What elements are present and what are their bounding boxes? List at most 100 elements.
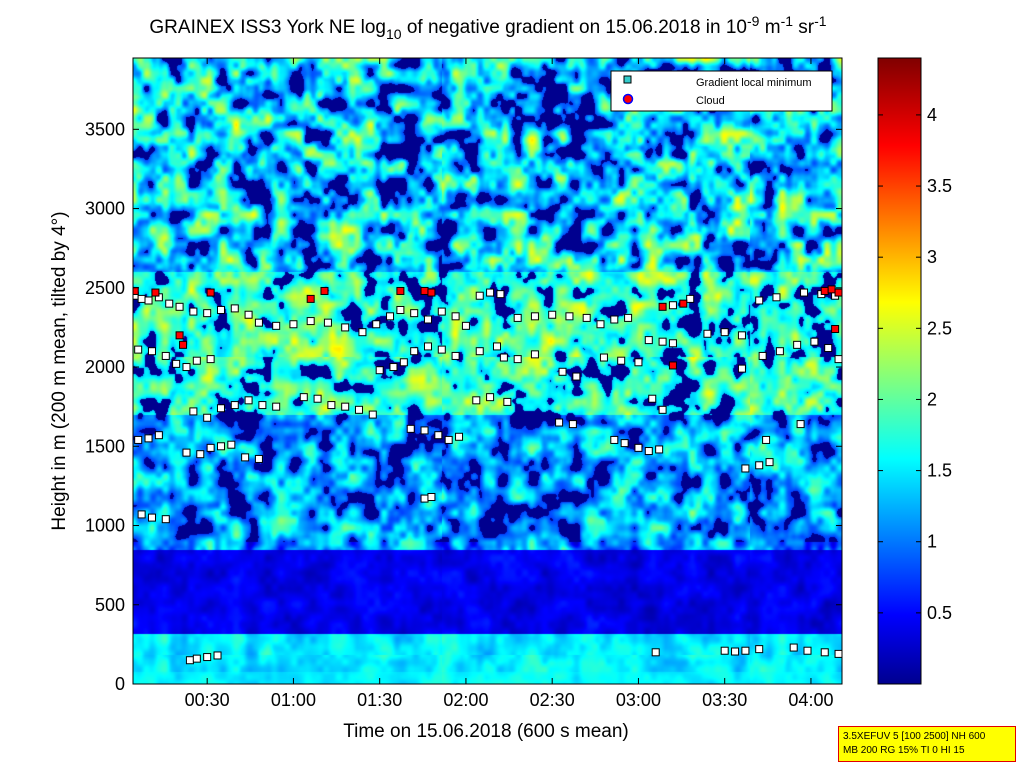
minimum-marker (530, 350, 539, 359)
minimum-marker (165, 299, 174, 308)
minimum-marker (192, 654, 201, 663)
minimum-marker (258, 401, 267, 410)
minimum-marker (624, 313, 633, 322)
colorbar-tick-label: 2.5 (927, 318, 952, 338)
minimum-marker (658, 337, 667, 346)
y-tick-label: 2500 (85, 278, 125, 298)
minimum-marker (568, 420, 577, 429)
minimum-marker (444, 435, 453, 444)
y-axis: 0 500 1000 1500 2000 2500 3000 3500 (85, 119, 842, 694)
minimum-marker (737, 331, 746, 340)
minimum-marker (147, 513, 156, 522)
minimum-marker (496, 290, 505, 299)
minimum-marker (341, 402, 350, 411)
minimum-marker (241, 453, 250, 462)
heatmap-field (133, 58, 842, 684)
minimum-marker (289, 320, 298, 329)
cloud-marker (668, 361, 677, 370)
minimum-marker (230, 304, 239, 313)
y-tick-label: 500 (95, 595, 125, 615)
minimum-marker (206, 355, 215, 364)
info-line-2: MB 200 RG 15% TI 0 HI 15 (843, 745, 965, 756)
cloud-marker (658, 302, 667, 311)
minimum-marker (492, 342, 501, 351)
x-tick-label: 03:00 (616, 690, 661, 710)
minimum-marker (206, 443, 215, 452)
minimum-marker (161, 515, 170, 524)
x-axis-label: Time on 15.06.2018 (600 s mean) (343, 721, 629, 742)
y-axis-label: Height in m (200 m mean, tilted by 4°) (49, 211, 70, 530)
minimum-marker (582, 313, 591, 322)
minimum-marker (720, 646, 729, 655)
cloud-marker (179, 340, 188, 349)
minimum-marker (758, 351, 767, 360)
legend-box (610, 70, 833, 112)
minimum-marker (230, 401, 239, 410)
minimum-marker (658, 405, 667, 414)
cloud-marker (820, 286, 829, 295)
minimum-marker (137, 294, 146, 303)
minimum-marker (513, 355, 522, 364)
minimum-marker (354, 405, 363, 414)
y-tick-label: 3000 (85, 199, 125, 219)
minimum-marker (486, 393, 495, 402)
minimum-marker (820, 648, 829, 657)
colorbar-ticks: 0.5 1 1.5 2 2.5 3 3.5 4 (878, 105, 952, 623)
minimum-marker (731, 647, 740, 656)
minimum-marker (144, 296, 153, 305)
minimum-marker (634, 443, 643, 452)
cloud-marker (831, 325, 840, 334)
minimum-marker (406, 424, 415, 433)
minimum-marker (789, 643, 798, 652)
colorbar: 0.5 1 1.5 2 2.5 3 3.5 4 (877, 57, 952, 685)
minimum-marker (172, 359, 181, 368)
x-tick-label: 01:30 (357, 690, 402, 710)
minimum-marker (796, 420, 805, 429)
minimum-marker (213, 651, 222, 660)
minimum-marker (144, 434, 153, 443)
minimum-marker (313, 394, 322, 403)
cloud-marker (834, 288, 842, 297)
minimum-marker (368, 410, 377, 419)
minimum-marker (192, 356, 201, 365)
minimum-marker (427, 492, 436, 501)
minimum-marker (555, 418, 564, 427)
minimum-marker (154, 431, 163, 440)
minimum-marker (793, 340, 802, 349)
minimum-marker (189, 307, 198, 316)
minimum-marker (216, 305, 225, 314)
minimum-marker (741, 464, 750, 473)
minimum-marker (824, 344, 833, 353)
legend-label-cloud: Cloud (696, 95, 725, 107)
y-tick-label: 1000 (85, 516, 125, 536)
minimum-marker (461, 321, 470, 330)
minimum-marker (182, 363, 191, 372)
legend-label-minimum: Gradient local minimum (696, 77, 812, 89)
minimum-marker (396, 305, 405, 314)
minimum-marker (486, 288, 495, 297)
minimum-marker (810, 337, 819, 346)
plot-frame (132, 57, 843, 685)
minimum-marker (451, 351, 460, 360)
cloud-marker (206, 288, 215, 297)
minimum-marker (737, 364, 746, 373)
minimum-marker (565, 312, 574, 321)
minimum-marker (620, 439, 629, 448)
minimum-marker (668, 301, 677, 310)
legend-marker-cloud (622, 93, 634, 105)
minimum-marker (182, 448, 191, 457)
colorbar-tick-label: 0.5 (927, 603, 952, 623)
minimum-marker (386, 312, 395, 321)
minimum-marker (451, 312, 460, 321)
colorbar-tick-label: 3.5 (927, 176, 952, 196)
minimum-marker (137, 510, 146, 519)
minimum-marker (437, 345, 446, 354)
minimum-marker (668, 339, 677, 348)
minimum-marker (455, 432, 464, 441)
minimum-marker (644, 336, 653, 345)
minimum-marker (185, 656, 194, 665)
cloud-marker (396, 286, 405, 295)
cloud-marker (427, 288, 436, 297)
x-tick-label: 00:30 (185, 690, 230, 710)
minimum-marker (610, 435, 619, 444)
